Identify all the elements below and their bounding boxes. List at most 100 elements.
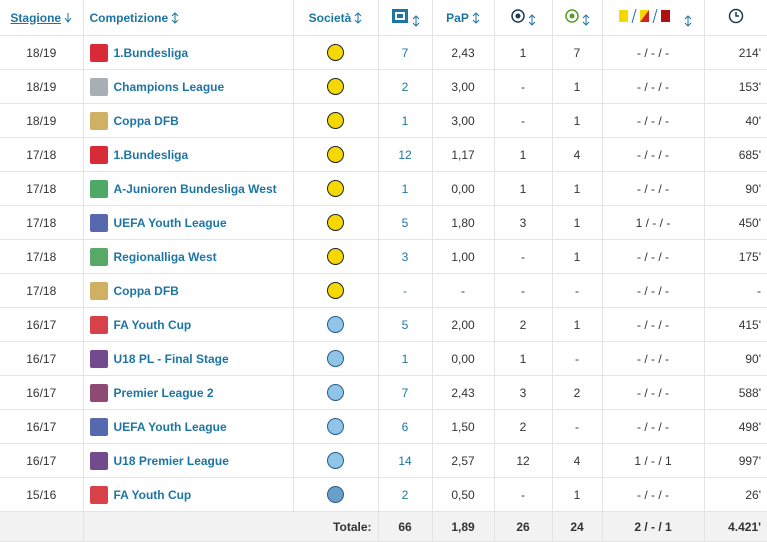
club-icon [327, 248, 344, 265]
points-per-match: 0,00 [431, 341, 495, 376]
club-icon [327, 384, 344, 401]
competition-link[interactable]: FA Youth Cup [113, 317, 192, 332]
total-cards: 2 / - / 1 [601, 511, 705, 542]
points-per-match: 2,43 [431, 35, 495, 70]
competition-cell: Premier League 2 [82, 375, 294, 410]
competition-link[interactable]: 1.Bundesliga [113, 45, 189, 60]
assists: 4 [551, 137, 603, 172]
appearances[interactable]: 2 [377, 69, 433, 104]
competition-cell: FA Youth Cup [82, 477, 294, 512]
competition-link[interactable]: U18 PL - Final Stage [113, 351, 229, 366]
cards-header[interactable] [601, 0, 705, 36]
competition-link[interactable]: Coppa DFB [113, 283, 179, 298]
season-header-label[interactable]: Stagione [10, 10, 62, 25]
sort-icon [64, 13, 72, 24]
appearances[interactable]: 12 [377, 137, 433, 172]
points-per-match: 1,80 [431, 205, 495, 240]
club-icon [327, 452, 344, 469]
competition-link[interactable]: U18 Premier League [113, 453, 229, 468]
club-cell [292, 307, 379, 342]
appearances[interactable]: 7 [377, 375, 433, 410]
minutes: 450' [703, 205, 767, 240]
points-per-match: 1,17 [431, 137, 495, 172]
season-header[interactable]: Stagione [0, 0, 84, 36]
appearances[interactable]: 5 [377, 307, 433, 342]
season: 17/18 [0, 205, 84, 240]
season: 17/18 [0, 273, 84, 308]
club-cell [292, 443, 379, 478]
appearances[interactable]: 6 [377, 409, 433, 444]
data-row: 18/19 1.Bundesliga 7 2,43 1 7- / - / -214' [0, 35, 767, 70]
competition-link[interactable]: A-Junioren Bundesliga West [113, 181, 277, 196]
competition-cell: FA Youth Cup [82, 307, 294, 342]
competition-header-label[interactable]: Competizione [89, 10, 169, 25]
goals: 3 [493, 205, 553, 240]
data-row: 17/18 A-Junioren Bundesliga West 1 0,00 1 1- … [0, 171, 767, 206]
goals: - [493, 477, 553, 512]
minutes: 40' [703, 103, 767, 138]
apps-header[interactable] [377, 0, 433, 36]
cards-icon [618, 8, 670, 24]
appearances[interactable]: 1 [377, 103, 433, 138]
club-icon [327, 180, 344, 197]
assists: 1 [551, 69, 603, 104]
appearances[interactable]: 1 [377, 341, 433, 376]
club-icon [327, 350, 344, 367]
competition-icon [89, 349, 108, 368]
appearances[interactable]: 5 [377, 205, 433, 240]
appearances[interactable]: 3 [377, 239, 433, 274]
cards: - / - / - [601, 477, 705, 512]
total-assists: 24 [551, 511, 603, 542]
competition-link[interactable]: UEFA Youth League [113, 419, 227, 434]
appearances[interactable]: 1 [377, 171, 433, 206]
sort-icon [412, 15, 419, 27]
competition-cell: A-Junioren Bundesliga West [82, 171, 294, 206]
minutes-header[interactable] [703, 0, 767, 36]
competition-link[interactable]: Champions League [113, 79, 225, 94]
competition-cell: Regionalliga West [82, 239, 294, 274]
points-per-match: 3,00 [431, 103, 495, 138]
club-cell [292, 273, 379, 308]
apps-icon [391, 9, 408, 23]
cards: - / - / - [601, 375, 705, 410]
competition-icon [89, 383, 108, 402]
competition-link[interactable]: Coppa DFB [113, 113, 179, 128]
minutes: 214' [703, 35, 767, 70]
appearances[interactable]: - [377, 273, 433, 308]
ppm-header-label[interactable]: PaP [446, 10, 469, 25]
competition-link[interactable]: FA Youth Cup [113, 487, 192, 502]
competition-link[interactable]: UEFA Youth League [113, 215, 227, 230]
minutes: 997' [703, 443, 767, 478]
minutes: 90' [703, 171, 767, 206]
total-row: Totale: 66 1,89 26 24 2 / - / 1 4.421' [0, 511, 767, 542]
assists: 1 [551, 239, 603, 274]
club-cell [292, 239, 379, 274]
club-header-label[interactable]: Società [308, 10, 352, 25]
competition-header[interactable]: Competizione [82, 0, 294, 36]
club-header[interactable]: Società [292, 0, 379, 36]
assists: 7 [551, 35, 603, 70]
appearances[interactable]: 2 [377, 477, 433, 512]
appearances[interactable]: 7 [377, 35, 433, 70]
goals: 1 [493, 137, 553, 172]
assists-header[interactable] [551, 0, 603, 36]
competition-link[interactable]: Regionalliga West [113, 249, 217, 264]
appearances[interactable]: 14 [377, 443, 433, 478]
club-cell [292, 375, 379, 410]
competition-link[interactable]: Premier League 2 [113, 385, 214, 400]
competition-cell: U18 Premier League [82, 443, 294, 478]
competition-link[interactable]: 1.Bundesliga [113, 147, 189, 162]
season: 17/18 [0, 239, 84, 274]
season: 16/17 [0, 375, 84, 410]
goals: - [493, 239, 553, 274]
goals: 2 [493, 307, 553, 342]
data-row: 16/17 UEFA Youth League 6 1,50 2- - / - / -49… [0, 409, 767, 444]
points-per-match: 2,00 [431, 307, 495, 342]
club-cell [292, 477, 379, 512]
ppm-header[interactable]: PaP [431, 0, 495, 36]
sort-icon [354, 12, 362, 25]
clock-icon [728, 8, 743, 24]
goals-header[interactable] [493, 0, 553, 36]
club-icon [327, 78, 344, 95]
